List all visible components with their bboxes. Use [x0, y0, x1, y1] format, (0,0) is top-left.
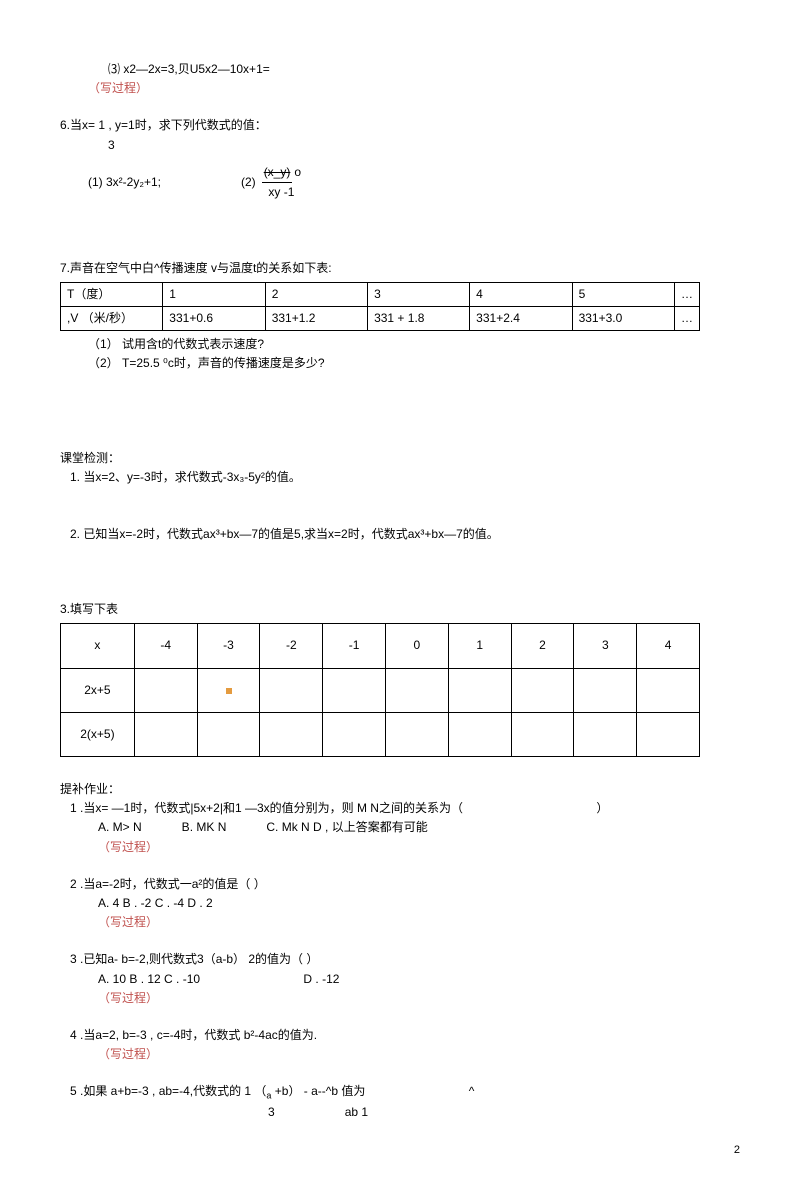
q6-frac-den: xy -1 — [262, 183, 301, 202]
h3-line: 3 .已知a- b=-2,则代数式3（a-b） 2的值为（ ） — [70, 950, 740, 969]
q7-r3: 331 + 1.8 — [368, 306, 470, 330]
c3-h5: 0 — [386, 624, 449, 668]
q7-r0: ,V （米/秒） — [61, 306, 163, 330]
page-number: 2 — [60, 1142, 740, 1160]
c3-r1-label: 2x+5 — [61, 668, 135, 712]
c3-h4: -1 — [323, 624, 386, 668]
c3-h1: -4 — [134, 624, 197, 668]
h5-text-a: 5 .如果 a+b=-3 , ab=-4,代数式的 1 （ — [70, 1084, 266, 1098]
h5-den: 3 ab 1 — [268, 1103, 740, 1122]
h2-line: 2 .当a=-2时，代数式一a²的值是（ ） — [70, 875, 740, 894]
q7-h1: 1 — [163, 282, 265, 306]
c3-r1-4 — [323, 668, 386, 712]
h1-line: 1 .当x= —1时，代数式|5x+2|和1 —3x的值分别为，则 M N之间的… — [70, 799, 740, 818]
q3-line: ⑶ x2—2x=3,贝U5x2—10x+1= — [108, 60, 740, 79]
q6-part2: (2) (x_y)o xy -1 — [241, 163, 301, 202]
h4-note: （写过程） — [98, 1045, 740, 1064]
q7-sub1: （1） 试用含t的代数式表示速度? — [88, 335, 740, 354]
q7-r5: 331+3.0 — [572, 306, 674, 330]
q7-h4: 4 — [470, 282, 572, 306]
q6-intro-b: 3 — [108, 136, 740, 155]
c3-table: x -4 -3 -2 -1 0 1 2 3 4 2x+5 2(x+5) — [60, 623, 700, 757]
h2-opts: A. 4 B . -2 C . -4 D . 2 — [98, 894, 740, 913]
c3-r1-9 — [637, 668, 700, 712]
q7-h2: 2 — [265, 282, 367, 306]
h1-opts: A. M> N B. MK N C. Mk N D , 以上答案都有可能 — [98, 818, 740, 837]
q7-r6: … — [675, 306, 700, 330]
check-q1: 1. 当x=2、y=-3时，求代数式-3x₃-5y²的值。 — [70, 468, 740, 487]
q6-frac-num: (x_y) — [262, 163, 293, 183]
dot-icon — [226, 688, 232, 694]
q7-intro: 7.声音在空气中白^传播速度 v与温度t的关系如下表: — [60, 259, 740, 278]
q7-table: T（度） 1 2 3 4 5 … ,V （米/秒） 331+0.6 331+1.… — [60, 282, 700, 331]
h5-den1: 3 — [268, 1105, 275, 1119]
c3-r1-2 — [197, 668, 260, 712]
c3-r2-8 — [574, 712, 637, 756]
q7-h5: 5 — [572, 282, 674, 306]
q7-r2: 331+1.2 — [265, 306, 367, 330]
q6-part2-label: (2) — [241, 173, 256, 192]
c3-r2-2 — [197, 712, 260, 756]
section-check: 课堂检测： — [60, 449, 740, 468]
c3-r2-label: 2(x+5) — [61, 712, 135, 756]
h1-note: （写过程） — [98, 838, 740, 857]
q7-sub2: （2） T=25.5 ⁰c时，声音的传播速度是多少? — [88, 354, 740, 373]
c3-r2-6 — [448, 712, 511, 756]
q3-note: （写过程） — [88, 79, 740, 98]
c3-h7: 2 — [511, 624, 574, 668]
h5-caret: ^ — [469, 1084, 475, 1098]
q7-h3: 3 — [368, 282, 470, 306]
c3-r1-8 — [574, 668, 637, 712]
c3-r1-1 — [134, 668, 197, 712]
q7-h6: … — [675, 282, 700, 306]
c3-h9: 4 — [637, 624, 700, 668]
h5-text-b: +b） - a--^b 值为 — [271, 1084, 365, 1098]
h1-paren: ） — [596, 801, 608, 815]
q7-r4: 331+2.4 — [470, 306, 572, 330]
q6-intro: 6.当x= 1 , y=1时，求下列代数式的值： — [60, 116, 740, 135]
c3-r2-4 — [323, 712, 386, 756]
c3-r1-3 — [260, 668, 323, 712]
c3-h8: 3 — [574, 624, 637, 668]
c3-r1-7 — [511, 668, 574, 712]
c3-h3: -2 — [260, 624, 323, 668]
c3-h2: -3 — [197, 624, 260, 668]
h3-note: （写过程） — [98, 989, 740, 1008]
c3-intro: 3.填写下表 — [60, 600, 740, 619]
c3-r1-5 — [386, 668, 449, 712]
h4-line: 4 .当a=2, b=-3 , c=-4时，代数式 b²-4ac的值为. — [70, 1026, 740, 1045]
q6-frac-o: o — [294, 163, 301, 182]
c3-h6: 1 — [448, 624, 511, 668]
c3-h0: x — [61, 624, 135, 668]
section-hw: 提补作业： — [60, 780, 740, 799]
q7-r1: 331+0.6 — [163, 306, 265, 330]
h3-opts: A. 10 B . 12 C . -10 D . -12 — [98, 970, 740, 989]
h1-text: 1 .当x= —1时，代数式|5x+2|和1 —3x的值分别为，则 M N之间的… — [70, 801, 463, 815]
c3-r2-5 — [386, 712, 449, 756]
q6-part1: (1) 3x²-2y₂+1; — [88, 173, 161, 192]
h5-den2: ab 1 — [345, 1105, 368, 1119]
q7-h0: T（度） — [61, 282, 163, 306]
h5-line: 5 .如果 a+b=-3 , ab=-4,代数式的 1 （a +b） - a--… — [70, 1082, 740, 1103]
c3-r2-3 — [260, 712, 323, 756]
c3-r2-9 — [637, 712, 700, 756]
c3-r2-1 — [134, 712, 197, 756]
c3-r2-7 — [511, 712, 574, 756]
h2-note: （写过程） — [98, 913, 740, 932]
c3-r1-6 — [448, 668, 511, 712]
check-q2: 2. 已知当x=-2时，代数式ax³+bx—7的值是5,求当x=2时，代数式ax… — [70, 525, 740, 544]
